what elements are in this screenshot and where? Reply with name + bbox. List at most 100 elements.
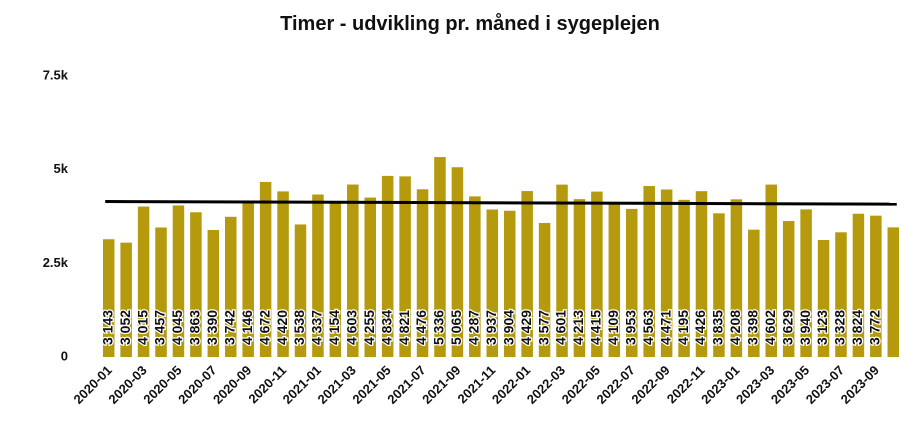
trend-line xyxy=(105,200,897,206)
bar xyxy=(102,239,115,357)
bar xyxy=(800,209,812,357)
bar xyxy=(329,201,342,357)
bar xyxy=(730,199,743,357)
bar xyxy=(172,205,185,357)
value-label: 4 287 xyxy=(466,310,482,345)
bar xyxy=(521,191,533,357)
value-label: 4 015 xyxy=(134,310,150,345)
bar xyxy=(399,176,411,357)
bar xyxy=(782,221,795,357)
value-label: 3 398 xyxy=(745,310,761,345)
value-label: 4 821 xyxy=(396,310,412,345)
bar xyxy=(573,199,586,357)
value-label: 5 336 xyxy=(431,310,447,345)
value-label: 3 457 xyxy=(152,310,168,345)
bar xyxy=(887,227,900,357)
bar xyxy=(381,175,394,357)
bar xyxy=(225,216,237,357)
value-label: 4 154 xyxy=(326,310,342,345)
value-label: 4 109 xyxy=(605,310,621,345)
bar xyxy=(591,191,603,357)
value-label: 4 834 xyxy=(378,310,394,345)
bar xyxy=(556,184,568,357)
value-label: 4 426 xyxy=(692,310,708,345)
bar xyxy=(137,206,150,357)
bar xyxy=(364,197,376,357)
x-tick-label: 2022-09 xyxy=(628,363,672,407)
bar xyxy=(434,157,446,357)
bar xyxy=(120,242,132,357)
y-tick-label: 0 xyxy=(61,348,68,363)
bar xyxy=(643,186,655,357)
bar xyxy=(469,196,481,357)
bar xyxy=(294,224,307,357)
value-label: 3 863 xyxy=(187,310,203,345)
value-label: 3 328 xyxy=(832,310,848,345)
bar xyxy=(660,189,673,357)
value-label: 4 602 xyxy=(762,310,778,345)
value-label: 3 577 xyxy=(535,310,551,345)
value-label: 3 742 xyxy=(221,310,237,345)
bar xyxy=(870,215,882,357)
bar xyxy=(748,229,760,357)
value-label: 4 603 xyxy=(344,310,360,345)
value-label: 4 195 xyxy=(675,310,691,345)
bar xyxy=(817,239,830,357)
bar xyxy=(713,213,725,357)
value-label: 3 772 xyxy=(867,310,883,345)
value-label: 4 429 xyxy=(518,310,534,345)
value-label: 3 052 xyxy=(117,310,133,345)
bar xyxy=(155,227,167,357)
value-label: 4 563 xyxy=(640,310,656,345)
bar xyxy=(347,184,359,357)
value-label: 3 538 xyxy=(291,310,307,345)
bar xyxy=(678,199,690,357)
value-label: 5 065 xyxy=(448,310,464,345)
chart-title: Timer - udvikling pr. måned i sygeplejen xyxy=(280,12,660,35)
bar xyxy=(486,209,499,357)
value-label: 4 337 xyxy=(309,310,325,345)
value-label: 4 415 xyxy=(588,310,604,345)
bar xyxy=(503,210,516,357)
bar xyxy=(190,212,202,357)
value-label: 4 146 xyxy=(239,310,255,345)
x-tick-label: 2023-09 xyxy=(838,363,882,407)
value-label: 3 940 xyxy=(797,310,813,345)
value-label: 4 045 xyxy=(169,310,185,345)
value-label: 4 471 xyxy=(657,310,673,345)
value-label: 3 143 xyxy=(99,310,115,345)
x-tick-label: 2021-09 xyxy=(419,363,463,407)
value-label: 3 629 xyxy=(779,310,795,345)
bar xyxy=(695,191,708,357)
value-label: 3 123 xyxy=(814,310,830,345)
bar xyxy=(608,203,621,357)
bar xyxy=(538,222,551,357)
bar xyxy=(835,232,847,357)
bar xyxy=(626,208,638,357)
y-tick-label: 5k xyxy=(54,161,69,176)
x-tick-label: 2020-09 xyxy=(210,363,254,407)
bar xyxy=(207,229,220,357)
value-label: 3 390 xyxy=(204,310,220,345)
bar xyxy=(312,194,324,357)
bar xyxy=(451,167,464,357)
bar xyxy=(277,191,289,357)
bar xyxy=(852,213,865,357)
bar xyxy=(416,189,429,357)
bar xyxy=(765,184,777,357)
value-label: 3 937 xyxy=(483,310,499,345)
y-tick-label: 2.5k xyxy=(43,255,69,270)
y-tick-label: 7.5k xyxy=(43,67,69,82)
value-label: 3 953 xyxy=(622,310,638,345)
value-label: 4 476 xyxy=(413,310,429,345)
value-label: 4 208 xyxy=(727,310,743,345)
value-label: 4 672 xyxy=(256,310,272,345)
value-label: 4 255 xyxy=(361,310,377,345)
value-label: 3 835 xyxy=(710,310,726,345)
value-label: 4 601 xyxy=(553,310,569,345)
value-label: 3 904 xyxy=(500,310,516,345)
bar xyxy=(259,181,272,357)
value-label: 3 824 xyxy=(849,310,865,345)
value-label: 4 213 xyxy=(570,310,586,345)
